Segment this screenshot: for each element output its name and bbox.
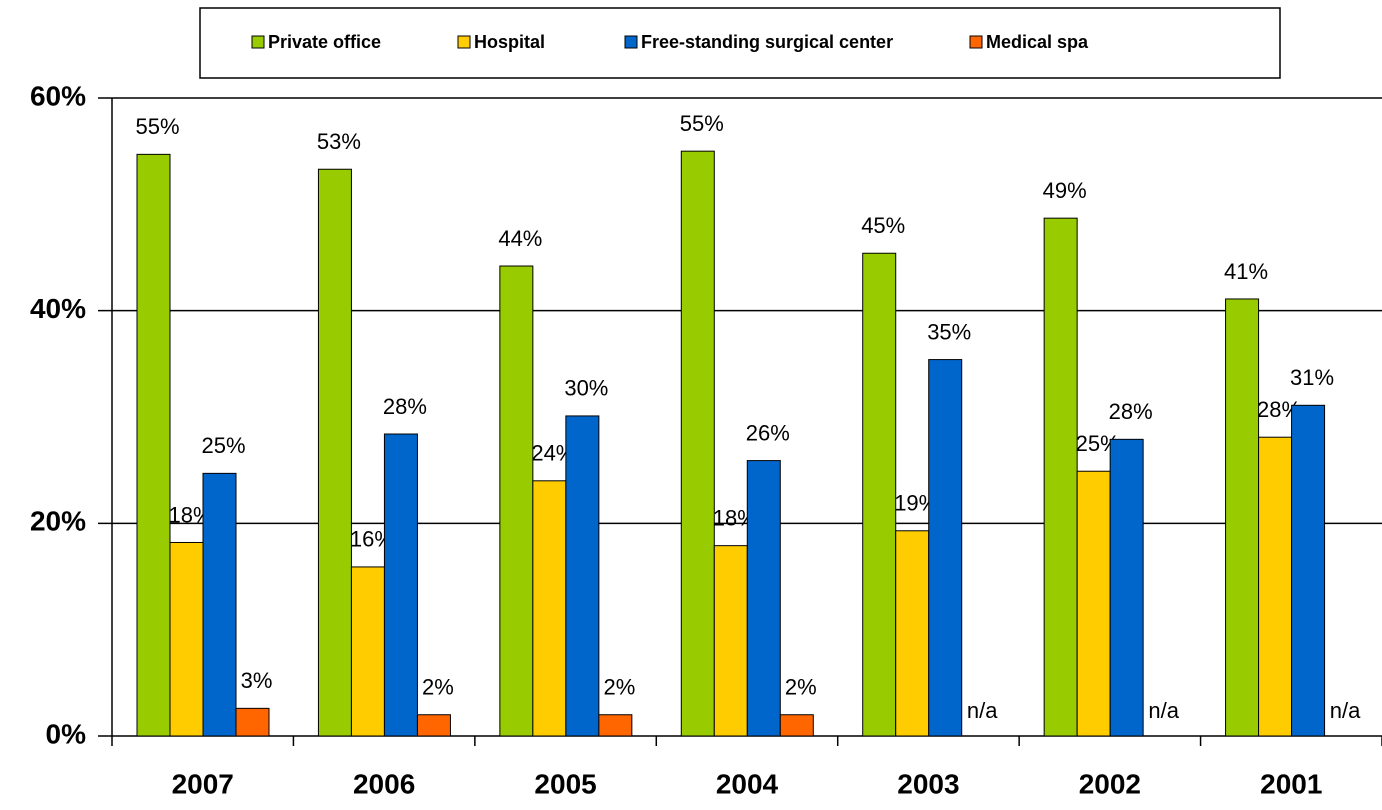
legend-label: Free-standing surgical center xyxy=(641,32,893,52)
x-tick-label: 2001 xyxy=(1260,768,1322,799)
y-tick-label: 20% xyxy=(30,506,86,537)
data-label: 44% xyxy=(498,226,542,251)
bar xyxy=(895,530,930,737)
legend-box xyxy=(199,7,1281,79)
x-tick-label: 2003 xyxy=(897,768,959,799)
bar xyxy=(1043,217,1078,737)
bar xyxy=(746,460,781,737)
bar xyxy=(713,545,748,737)
data-label: 2% xyxy=(603,675,635,700)
bar xyxy=(499,265,534,737)
y-tick-label: 60% xyxy=(30,80,86,111)
data-label: n/a xyxy=(967,698,998,723)
bar xyxy=(202,472,237,737)
bar xyxy=(235,707,270,737)
x-tick-label: 2004 xyxy=(716,768,779,799)
x-tick-label: 2005 xyxy=(534,768,596,799)
bar xyxy=(862,252,897,737)
x-tick-label: 2006 xyxy=(353,768,415,799)
data-label: 28% xyxy=(1109,399,1153,424)
bar xyxy=(1258,436,1293,737)
y-tick-label: 0% xyxy=(46,718,87,749)
data-label: 55% xyxy=(680,111,724,136)
bar xyxy=(779,714,814,737)
bar xyxy=(169,541,204,737)
legend-swatch xyxy=(457,35,471,49)
data-label: 26% xyxy=(746,420,790,445)
bar xyxy=(1109,438,1144,737)
data-label: 45% xyxy=(861,213,905,238)
legend-label: Medical spa xyxy=(986,32,1089,52)
data-label: 28% xyxy=(383,394,427,419)
data-label: 49% xyxy=(1043,178,1087,203)
data-label: 41% xyxy=(1224,259,1268,284)
data-label: 3% xyxy=(241,668,273,693)
data-label: 25% xyxy=(201,433,245,458)
y-tick-label: 40% xyxy=(30,293,86,324)
bar xyxy=(383,433,418,737)
bar xyxy=(565,415,600,737)
bar xyxy=(598,714,633,737)
bar xyxy=(1291,404,1326,737)
legend-label: Private office xyxy=(268,32,381,52)
data-label: 2% xyxy=(785,675,817,700)
legend-label: Hospital xyxy=(474,32,545,52)
legend-swatch xyxy=(251,35,265,49)
bar xyxy=(1225,298,1260,737)
bar xyxy=(416,714,451,737)
data-label: 30% xyxy=(564,376,608,401)
bar xyxy=(928,359,963,737)
legend-swatch xyxy=(969,35,983,49)
bar xyxy=(317,168,352,737)
bar xyxy=(680,150,715,737)
bar xyxy=(532,480,567,737)
data-label: 35% xyxy=(927,319,971,344)
data-label: n/a xyxy=(1330,698,1361,723)
legend-swatch xyxy=(624,35,638,49)
data-label: 55% xyxy=(135,114,179,139)
data-label: 31% xyxy=(1290,365,1334,390)
data-label: n/a xyxy=(1148,698,1179,723)
bar xyxy=(1076,470,1111,737)
x-tick-label: 2002 xyxy=(1079,768,1141,799)
data-label: 53% xyxy=(317,129,361,154)
x-tick-label: 2007 xyxy=(172,768,234,799)
bar xyxy=(350,566,385,737)
data-label: 2% xyxy=(422,675,454,700)
bar xyxy=(136,153,171,737)
